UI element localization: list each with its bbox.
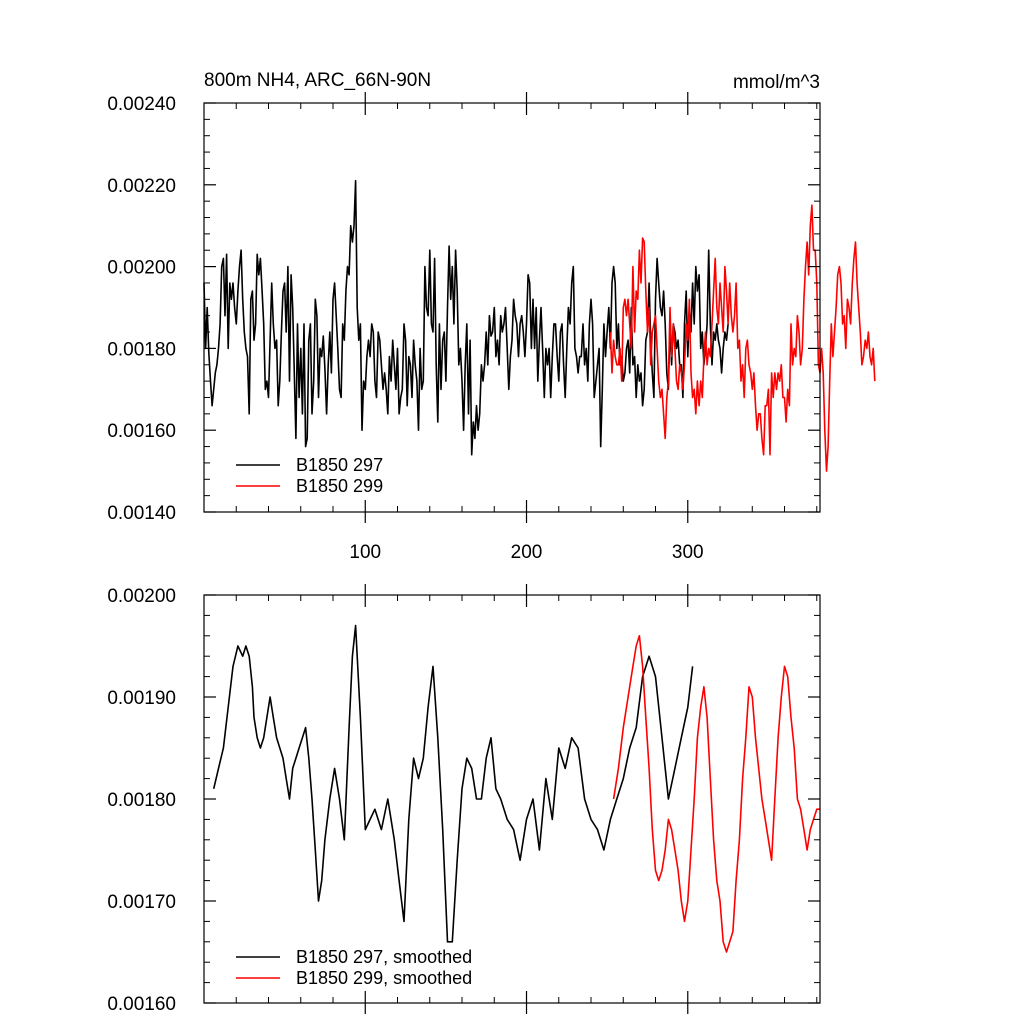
series-line-1-1 xyxy=(612,634,820,953)
y-tick-label: 0.00140 xyxy=(107,503,176,524)
top-panel-units: mmol/m^3 xyxy=(733,72,820,93)
y-tick-label: 0.00180 xyxy=(107,339,176,360)
top-panel: 800m NH4, ARC_66N-90N mmol/m^3 0.00140 0.… xyxy=(107,70,876,563)
legend-label: B1850 297 xyxy=(296,455,383,475)
series-line-1-0 xyxy=(212,624,694,943)
plot-frame xyxy=(203,102,821,513)
series-line-0-0 xyxy=(203,179,729,456)
y-tick-label: 0.00220 xyxy=(107,176,176,197)
legend-label: B1850 297, smoothed xyxy=(296,947,472,967)
y-tick-label: 0.00200 xyxy=(107,586,176,607)
x-tick-label: 100 xyxy=(349,542,381,563)
legend-label: B1850 299, smoothed xyxy=(296,968,472,988)
series-line-0-1 xyxy=(609,204,876,472)
y-tick-label: 0.00180 xyxy=(107,790,176,811)
top-panel-title: 800m NH4, ARC_66N-90N xyxy=(204,70,431,91)
y-tick-label: 0.00190 xyxy=(107,688,176,709)
bottom-panel: 0.00160 0.00170 0.00180 0.00190 0.00200 B1850… xyxy=(107,584,821,1015)
y-tick-label: 0.00160 xyxy=(107,421,176,442)
y-tick-label: 0.00200 xyxy=(107,258,176,279)
y-tick-label: 0.00170 xyxy=(107,892,176,913)
x-tick-label: 200 xyxy=(511,542,543,563)
x-tick-label: 300 xyxy=(672,542,704,563)
legend-label: B1850 299 xyxy=(296,476,383,496)
y-tick-label: 0.00160 xyxy=(107,994,176,1015)
y-tick-label: 0.00240 xyxy=(107,94,176,115)
